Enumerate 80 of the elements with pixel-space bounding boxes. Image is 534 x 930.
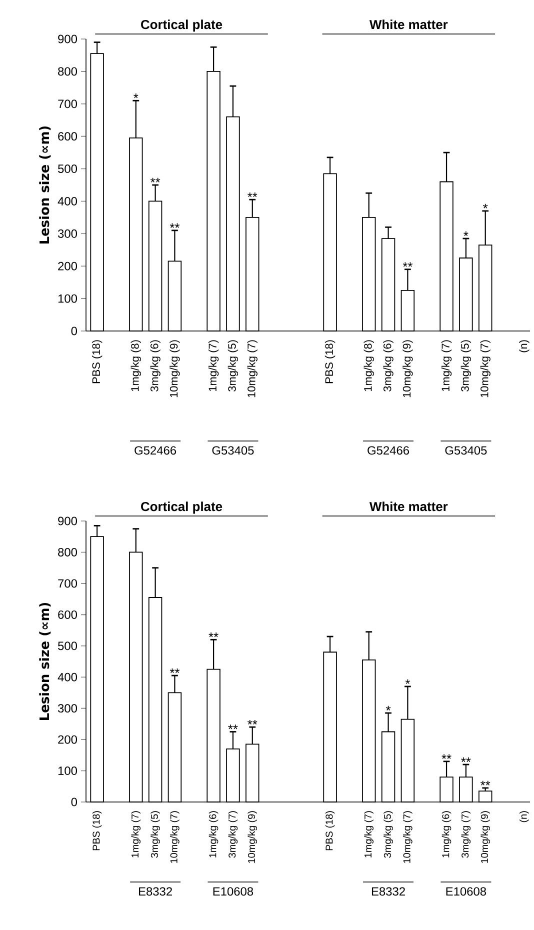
x-tick-label: 3mg/kg (5): [228, 340, 238, 392]
data-label: **: [170, 223, 180, 228]
x-tick-label: (n): [520, 811, 529, 822]
data-label: *: [134, 94, 138, 98]
y-tick-label: 700: [58, 100, 78, 108]
y-tick-label: 200: [58, 262, 78, 270]
data-label: **: [442, 754, 452, 759]
text: G53405: [212, 446, 254, 455]
x-tick-label: (n): [519, 340, 530, 352]
x-tick-label: 3mg/kg (7): [228, 811, 238, 858]
text: G52466: [368, 446, 410, 455]
y-tick-label: 700: [58, 579, 78, 588]
y-tick-label: 300: [58, 229, 78, 238]
x-tick-label: 10mg/kg (9): [170, 340, 180, 398]
y-tick-label: 500: [58, 642, 78, 650]
y-tick-label: 600: [58, 132, 78, 141]
data-label: *: [483, 204, 488, 208]
x-tick-label: 1mg/kg (7): [131, 811, 141, 858]
data-label: **: [248, 720, 258, 725]
data-label: **: [402, 262, 413, 267]
x-tick-label: 1mg/kg (7): [208, 340, 219, 392]
y-tick-label: 400: [58, 196, 78, 206]
x-tick-label: 3mg/kg (6): [383, 340, 394, 392]
x-tick-label: 3mg/kg (7): [461, 811, 471, 858]
x-tick-label: 10mg/kg (7): [403, 811, 412, 863]
text: E8332: [372, 887, 405, 896]
y-tick-label: 100: [58, 766, 78, 775]
x-tick-label: 3mg/kg (5): [460, 340, 472, 392]
x-tick-label: 3mg/kg (5): [384, 811, 393, 858]
x-tick-label: PBS (18): [325, 811, 335, 850]
y-tick-label: 0: [71, 326, 78, 336]
data-label: **: [248, 192, 258, 198]
x-tick-label: PBS (18): [324, 340, 336, 384]
data-label: *: [464, 231, 468, 236]
x-tick-label: 1mg/kg (7): [364, 811, 374, 858]
data-label: **: [461, 757, 471, 762]
y-tick-label: 800: [58, 548, 78, 556]
y-tick-label: 500: [58, 164, 78, 173]
data-label: *: [386, 706, 391, 710]
x-tick-label: 10mg/kg (7): [170, 811, 180, 863]
text: White matter: [369, 20, 448, 30]
x-tick-label: 10mg/kg (9): [402, 340, 413, 398]
y-tick-label: 900: [58, 34, 78, 44]
y-tick-label: 900: [58, 516, 78, 526]
x-tick-label: 1mg/kg (6): [208, 811, 218, 858]
x-tick-label: 10mg/kg (9): [480, 811, 490, 863]
y-tick-label: 300: [58, 704, 78, 713]
text: Cortical plate: [141, 502, 222, 514]
text: G52466: [134, 446, 176, 455]
y-axis-title: Lesion size (∝m): [39, 126, 51, 244]
x-tick-label: 1mg/kg (8): [130, 340, 141, 392]
x-tick-label: 10mg/kg (7): [480, 340, 490, 398]
y-tick-label: 600: [58, 610, 78, 619]
y-tick-label: 100: [58, 294, 78, 303]
data-label: **: [208, 632, 218, 638]
y-axis-title: Lesion size (∝m): [39, 602, 51, 720]
text: G53405: [445, 446, 487, 455]
data-label: **: [150, 178, 160, 182]
text: E8332: [139, 887, 172, 896]
x-tick-label: 1mg/kg (6): [442, 811, 452, 858]
text: E10608: [446, 887, 486, 896]
x-tick-label: PBS (18): [92, 811, 102, 850]
x-tick-label: 1mg/kg (8): [364, 340, 374, 392]
y-tick-label: 200: [58, 735, 78, 744]
x-tick-label: PBS (18): [92, 340, 102, 384]
x-tick-label: 1mg/kg (7): [441, 340, 452, 392]
x-tick-label: 10mg/kg (9): [248, 811, 258, 863]
text: E10608: [213, 887, 254, 896]
data-label: **: [170, 668, 180, 673]
text: Cortical plate: [141, 20, 222, 32]
x-tick-label: 3mg/kg (6): [150, 340, 160, 392]
y-tick-label: 800: [58, 67, 78, 76]
y-tick-label: 0: [71, 798, 78, 806]
text: White matter: [369, 502, 448, 512]
y-tick-label: 400: [58, 672, 78, 682]
data-label: **: [480, 780, 490, 786]
x-tick-label: 10mg/kg (7): [247, 340, 258, 398]
data-label: **: [228, 724, 238, 730]
data-label: *: [405, 679, 410, 684]
x-tick-label: 3mg/kg (5): [150, 811, 160, 858]
